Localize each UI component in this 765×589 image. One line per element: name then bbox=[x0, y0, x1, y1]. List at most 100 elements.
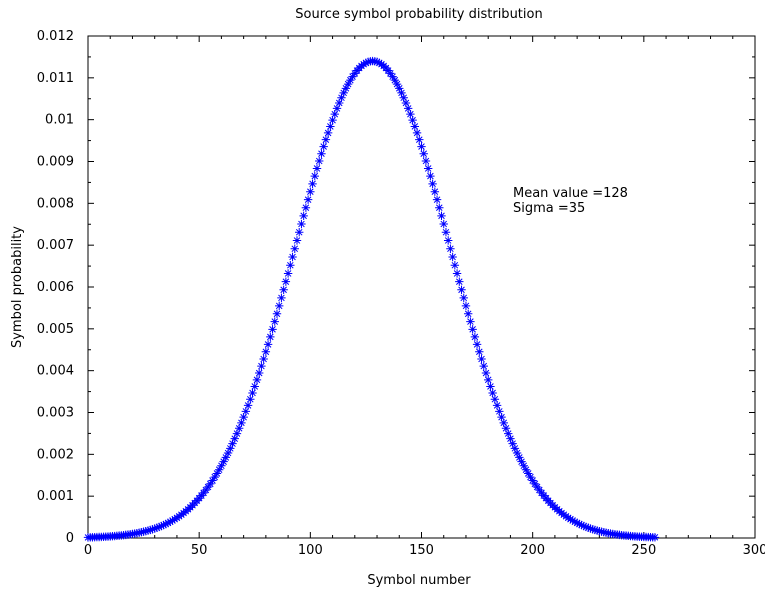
y-tick-label: 0.002 bbox=[37, 447, 74, 462]
data-point bbox=[288, 252, 297, 262]
data-point bbox=[472, 340, 482, 349]
y-tick-label: 0.006 bbox=[37, 280, 74, 295]
data-point bbox=[208, 476, 217, 485]
x-tick-label: 250 bbox=[631, 543, 656, 558]
y-tick-label: 0 bbox=[66, 531, 74, 546]
data-point bbox=[504, 429, 513, 438]
data-point bbox=[446, 244, 455, 253]
data-point bbox=[532, 482, 542, 492]
data-point bbox=[346, 75, 355, 85]
x-tick-label: 300 bbox=[743, 543, 765, 558]
data-point bbox=[146, 525, 155, 535]
data-point bbox=[592, 526, 602, 535]
data-point bbox=[519, 461, 528, 470]
y-axis-label: Symbol probability bbox=[10, 226, 25, 348]
data-point bbox=[234, 424, 244, 433]
data-point bbox=[337, 93, 346, 102]
data-point bbox=[528, 476, 537, 485]
data-point bbox=[148, 525, 157, 534]
data-point bbox=[330, 109, 339, 119]
data-point bbox=[201, 485, 211, 495]
data-point bbox=[526, 472, 535, 482]
data-point bbox=[250, 382, 259, 391]
data-point bbox=[166, 517, 175, 526]
data-point bbox=[326, 122, 335, 131]
data-point bbox=[499, 418, 508, 428]
data-point bbox=[275, 301, 284, 311]
data-point bbox=[566, 514, 575, 524]
x-tick-label: 50 bbox=[191, 543, 208, 558]
data-point bbox=[415, 135, 424, 144]
data-point bbox=[226, 444, 235, 453]
data-point bbox=[261, 347, 271, 356]
data-point bbox=[214, 465, 224, 474]
data-point bbox=[439, 219, 448, 229]
data-point bbox=[232, 429, 242, 438]
data-point bbox=[308, 179, 317, 189]
data-point bbox=[170, 514, 179, 524]
sigma-annotation: Sigma =35 bbox=[513, 201, 585, 216]
data-point bbox=[403, 104, 413, 113]
data-point bbox=[297, 219, 306, 229]
data-point bbox=[281, 277, 291, 286]
data-point bbox=[408, 115, 417, 125]
data-point bbox=[321, 135, 331, 144]
data-point bbox=[299, 211, 308, 221]
data-point bbox=[277, 293, 286, 303]
data-point bbox=[295, 228, 304, 237]
data-point bbox=[317, 149, 326, 158]
data-point bbox=[141, 526, 151, 536]
data-point bbox=[328, 115, 337, 125]
data-point bbox=[348, 72, 357, 81]
data-point bbox=[484, 375, 493, 385]
x-tick-label: 0 bbox=[84, 543, 92, 558]
data-point bbox=[581, 522, 591, 532]
data-point bbox=[210, 472, 219, 482]
data-point bbox=[437, 211, 446, 221]
data-point bbox=[239, 412, 248, 422]
data-point bbox=[312, 164, 322, 173]
y-axis: 0 0.001 0.002 0.003 0.004 0.005 0.006 0.007 0.00… bbox=[37, 29, 755, 546]
data-point bbox=[332, 104, 342, 113]
data-point bbox=[432, 195, 442, 204]
data-point bbox=[303, 195, 313, 204]
data-point bbox=[423, 164, 433, 173]
data-point bbox=[461, 301, 471, 311]
data-point bbox=[159, 520, 168, 530]
data-point bbox=[319, 142, 328, 151]
data-point bbox=[506, 434, 515, 443]
data-point bbox=[448, 252, 457, 262]
data-point bbox=[468, 325, 477, 334]
data-point bbox=[243, 401, 253, 410]
data-point bbox=[430, 187, 440, 196]
data-point bbox=[401, 98, 411, 108]
data-point bbox=[390, 75, 400, 85]
data-point bbox=[435, 203, 444, 212]
data-point bbox=[143, 526, 153, 535]
data-point bbox=[492, 401, 502, 410]
data-point bbox=[399, 93, 408, 102]
x-axis: 0 50 100 150 200 250 300 bbox=[84, 36, 765, 558]
data-point bbox=[219, 457, 228, 466]
data-point bbox=[335, 98, 344, 108]
data-point bbox=[375, 58, 384, 68]
data-point bbox=[163, 518, 173, 528]
data-point bbox=[412, 128, 422, 138]
data-point bbox=[306, 187, 315, 196]
data-point bbox=[577, 520, 586, 530]
data-point bbox=[572, 518, 582, 528]
data-point bbox=[426, 171, 435, 181]
data-point bbox=[237, 418, 246, 428]
data-point bbox=[586, 524, 595, 533]
data-point bbox=[470, 332, 480, 342]
data-point bbox=[457, 285, 466, 294]
data-point bbox=[172, 513, 182, 522]
data-point bbox=[157, 521, 166, 531]
data-point bbox=[392, 79, 402, 89]
data-point bbox=[508, 439, 517, 448]
data-point bbox=[290, 244, 299, 253]
data-point bbox=[510, 444, 520, 453]
data-point bbox=[419, 149, 428, 158]
data-point bbox=[372, 57, 382, 67]
